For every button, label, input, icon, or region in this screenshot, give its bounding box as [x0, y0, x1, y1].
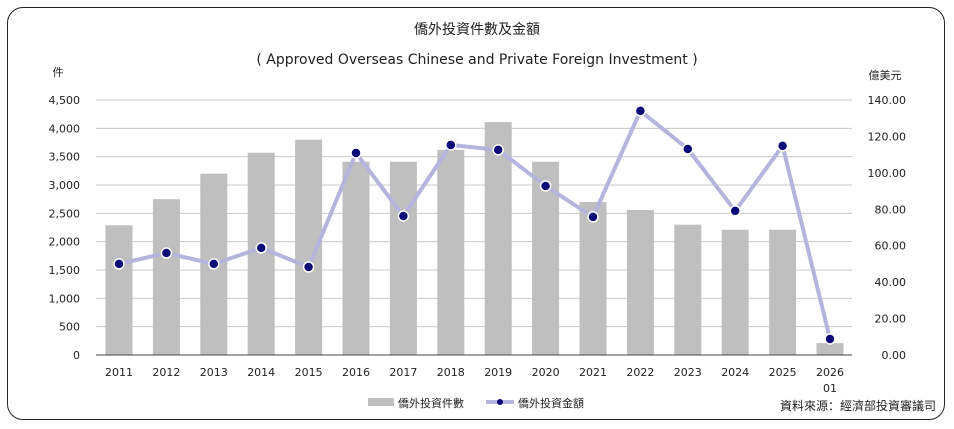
right-tick-label: 60.00 — [875, 240, 907, 253]
line-point — [492, 144, 504, 156]
chart-frame — [7, 7, 945, 420]
line-point — [682, 143, 694, 155]
x-tick-label: 2014 — [247, 366, 275, 379]
line-point — [302, 261, 315, 273]
bar — [105, 225, 133, 355]
line-point — [445, 139, 457, 151]
left-tick-label: 3,500 — [49, 151, 81, 164]
line-point — [729, 205, 741, 217]
chart-title: 僑外投資件數及金額 — [414, 22, 540, 38]
x-tick-label: 01 — [823, 382, 837, 395]
x-tick-label: 2026 — [816, 366, 844, 379]
left-tick-label: 500 — [59, 321, 80, 334]
x-tick-label: 2015 — [295, 366, 323, 379]
left-tick-label: 1,500 — [49, 264, 81, 277]
right-axis-label: 億美元 — [869, 69, 902, 82]
line-point — [160, 247, 173, 259]
bar — [437, 149, 465, 355]
bar — [721, 229, 749, 355]
x-tick-label: 2017 — [389, 366, 417, 379]
bar — [816, 343, 844, 355]
data-source: 資料來源：經濟部投資審議司 — [779, 399, 936, 413]
line-point — [587, 211, 599, 223]
chart-subtitle: ( Approved Overseas Chinese and Private … — [256, 52, 697, 68]
line-point — [824, 333, 836, 345]
right-tick-label: 80.00 — [875, 203, 907, 216]
bar — [626, 209, 654, 355]
bar — [674, 224, 702, 355]
left-tick-label: 2,000 — [49, 236, 81, 249]
x-tick-label: 2011 — [105, 366, 133, 379]
line-series — [118, 108, 832, 340]
x-tick-label: 2013 — [200, 366, 228, 379]
x-tick-label: 2022 — [626, 366, 654, 379]
x-tick-label: 2020 — [532, 366, 560, 379]
legend-bar-label: 僑外投資件數 — [398, 396, 464, 410]
bar — [579, 202, 607, 355]
line-point — [113, 258, 125, 270]
bar — [389, 161, 417, 355]
x-tick-label: 2023 — [674, 366, 702, 379]
left-tick-label: 2,500 — [49, 207, 81, 220]
x-tick-label: 2025 — [769, 366, 797, 379]
x-tick-label: 2016 — [342, 366, 370, 379]
bar — [769, 229, 797, 355]
line-point — [208, 258, 220, 270]
left-tick-label: 4,500 — [49, 94, 81, 107]
x-tick-label: 2019 — [484, 366, 512, 379]
bar — [342, 161, 370, 355]
left-tick-label: 0 — [73, 349, 80, 362]
bar — [247, 152, 275, 355]
line-point — [634, 105, 647, 117]
right-tick-label: 0.00 — [882, 349, 907, 362]
right-tick-label: 40.00 — [875, 276, 907, 289]
bar — [152, 199, 180, 355]
right-tick-label: 140.00 — [868, 94, 907, 107]
legend-line-marker — [497, 399, 503, 405]
line-point — [539, 180, 552, 192]
line-point — [255, 242, 267, 254]
line-point — [350, 147, 362, 159]
x-tick-label: 2012 — [152, 366, 180, 379]
x-tick-label: 2018 — [437, 366, 465, 379]
x-tick-label: 2024 — [721, 366, 749, 379]
bar — [484, 122, 512, 355]
left-axis-label: 件 — [53, 66, 64, 79]
legend-line-label: 僑外投資金額 — [518, 396, 584, 410]
right-tick-label: 120.00 — [868, 130, 907, 143]
x-tick-label: 2021 — [579, 366, 607, 379]
left-tick-label: 4,000 — [49, 122, 81, 135]
legend-bar-swatch — [368, 398, 394, 406]
line-point — [397, 210, 410, 222]
right-tick-label: 20.00 — [875, 313, 907, 326]
right-tick-label: 100.00 — [868, 167, 907, 180]
line-point — [776, 140, 789, 152]
left-tick-label: 3,000 — [49, 179, 81, 192]
left-tick-label: 1,000 — [49, 292, 81, 305]
